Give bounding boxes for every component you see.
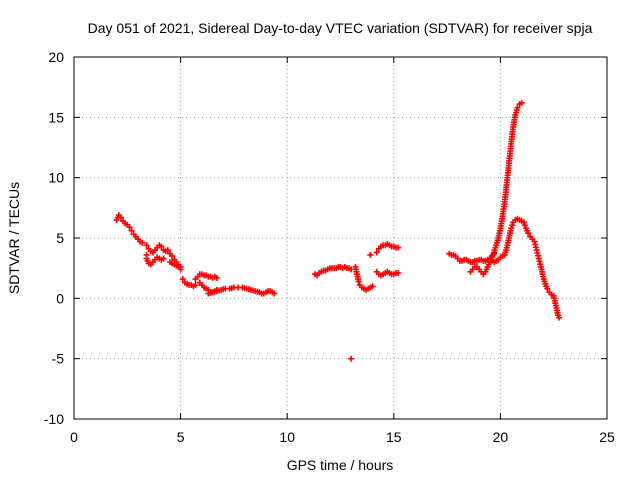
y-tick-label: 5: [56, 230, 64, 246]
data-point: [355, 278, 362, 285]
data-point: [348, 355, 355, 362]
y-tick-label: -10: [44, 411, 64, 427]
plot-frame: [73, 56, 608, 420]
x-tick-label: 10: [279, 429, 295, 445]
x-tick-label: 25: [599, 429, 615, 445]
data-point: [556, 314, 563, 321]
x-tick-label: 20: [493, 429, 509, 445]
data-point: [158, 243, 165, 250]
data-point: [192, 282, 199, 289]
axis-ticks: 0 5 10 15 20 25 -10 -5 0 5 10 15 20: [44, 49, 615, 445]
data-point: [213, 274, 220, 281]
data-point: [160, 255, 167, 262]
data-point: [514, 104, 521, 111]
y-axis-label: SDTVAR / TECUs: [6, 182, 22, 294]
data-point: [525, 230, 532, 237]
x-tick-label: 15: [386, 429, 402, 445]
data-point: [169, 253, 176, 260]
data-points: [113, 99, 563, 362]
y-tick-label: 0: [56, 290, 64, 306]
y-tick-label: 15: [48, 109, 64, 125]
data-point: [508, 225, 515, 232]
grid-lines: [74, 57, 607, 419]
x-tick-label: 5: [177, 429, 185, 445]
data-point: [179, 276, 186, 283]
data-point: [117, 214, 124, 221]
y-tick-label: -5: [52, 351, 65, 367]
data-point: [369, 283, 376, 290]
data-point: [544, 285, 551, 292]
data-point: [177, 266, 184, 273]
y-tick-label: 10: [48, 170, 64, 186]
data-point: [520, 219, 527, 226]
data-point: [128, 227, 135, 234]
data-point: [143, 242, 150, 249]
x-axis-label: GPS time / hours: [287, 457, 394, 473]
data-point: [395, 244, 402, 251]
data-point: [139, 239, 146, 246]
x-tick-label: 0: [70, 429, 78, 445]
data-point: [271, 290, 278, 297]
data-point: [518, 99, 525, 106]
data-point: [509, 222, 516, 229]
data-point: [164, 247, 171, 254]
y-tick-label: 20: [48, 49, 64, 65]
chart-title: Day 051 of 2021, Sidereal Day-to-day VTE…: [88, 20, 593, 36]
data-point: [126, 224, 133, 231]
data-point: [395, 269, 402, 276]
data-point: [367, 251, 374, 258]
data-point: [521, 222, 528, 229]
data-point: [373, 249, 380, 256]
